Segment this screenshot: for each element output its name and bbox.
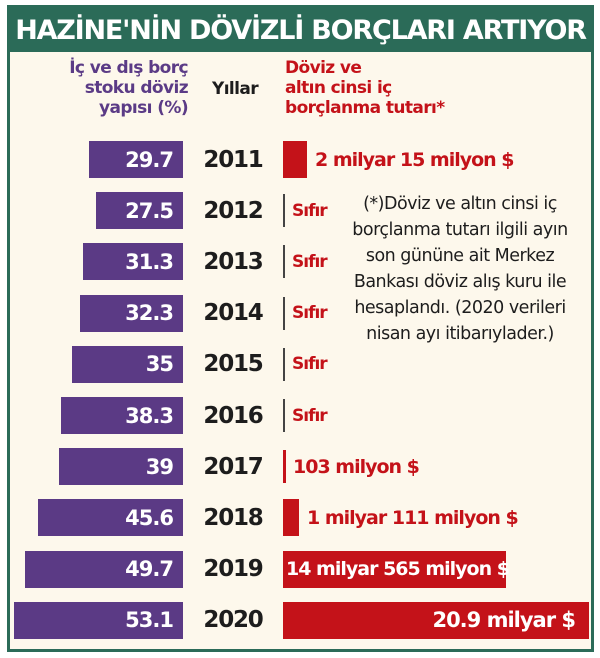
zero-axis-line (283, 399, 285, 432)
amount-bar (283, 499, 299, 537)
zero-axis-line (283, 245, 285, 279)
percent-bar: 49.7 (24, 550, 183, 588)
table-row: 29.7 2011 2 milyar 15 milyon $ (10, 141, 591, 178)
percent-bar: 27.5 (95, 192, 183, 230)
amount-label: Sıfır (292, 303, 328, 324)
zero-axis-line (283, 296, 285, 330)
year-label: 2011 (203, 146, 263, 173)
percent-bar: 35 (71, 345, 183, 383)
amount-bar (283, 601, 589, 639)
table-row: 45.6 2018 1 milyar 111 milyon $ (10, 499, 591, 537)
year-label: 2013 (203, 248, 263, 275)
year-label: 2018 (203, 504, 263, 531)
amount-label: 14 milyar 565 milyon $ (286, 558, 510, 581)
right-header-line: Döviz ve (285, 58, 362, 78)
year-label: 2015 (203, 351, 263, 378)
left-header-line: yapısı (%) (99, 98, 189, 118)
table-row: 53.1 2020 20.9 milyar $ (10, 601, 591, 639)
years-column-header: Yıllar (212, 79, 259, 99)
right-header-line: altın cinsi iç (285, 78, 392, 98)
percent-bar: 45.6 (38, 499, 183, 537)
amount-label: 1 milyar 111 milyon $ (307, 506, 519, 529)
percent-bar: 31.3 (83, 243, 183, 281)
left-header-line: stoku döviz (84, 78, 189, 98)
year-label: 2017 (203, 453, 263, 480)
table-row: 32.3 2014 Sıfır (10, 294, 591, 332)
year-label: 2020 (203, 607, 263, 634)
amount-label: Sıfır (292, 251, 328, 272)
amount-bar (283, 141, 307, 178)
right-header-line: borçlanma tutarı* (285, 98, 445, 118)
percent-bar: 53.1 (14, 601, 183, 639)
year-label: 2012 (203, 197, 263, 224)
amount-label: 20.9 milyar $ (432, 608, 576, 633)
left-column-header: İç ve dış borç stoku döviz yapısı (%) (10, 58, 188, 118)
percent-bar: 29.7 (88, 141, 183, 178)
infographic-frame: HAZİNE'NİN DÖVİZLİ BORÇLARI ARTIYOR İç v… (7, 5, 594, 652)
amount-label: 2 milyar 15 milyon $ (315, 148, 515, 171)
chart-title: HAZİNE'NİN DÖVİZLİ BORÇLARI ARTIYOR (10, 8, 591, 52)
right-column-header: Döviz ve altın cinsi iç borçlanma tutarı… (285, 58, 445, 118)
footnote-text: (*)Döviz ve altın cinsi iç borçlanma tut… (352, 194, 568, 344)
table-row: 35 2015 Sıfır (10, 345, 591, 383)
percent-bar: 39 (58, 448, 183, 486)
left-header-line: İç ve dış borç (69, 58, 188, 78)
year-label: 2019 (203, 556, 263, 583)
amount-label: Sıfır (292, 354, 328, 375)
table-row: 27.5 2012 Sıfır (10, 192, 591, 230)
amount-label: 103 milyon $ (293, 455, 420, 478)
footnote: (*)Döviz ve altın cinsi iç borçlanma tut… (345, 191, 575, 347)
zero-axis-line (283, 194, 285, 228)
table-row: 39 2017 103 milyon $ (10, 448, 591, 486)
percent-bar: 38.3 (61, 397, 183, 434)
table-row: 31.3 2013 Sıfır (10, 243, 591, 281)
amount-bar (283, 550, 506, 588)
year-label: 2016 (203, 402, 263, 429)
amount-bar (283, 450, 286, 484)
year-label: 2014 (203, 300, 263, 327)
amount-label: Sıfır (292, 200, 328, 221)
percent-bar: 32.3 (80, 294, 183, 332)
table-row: 49.7 2019 14 milyar 565 milyon $ (10, 550, 591, 588)
amount-label: Sıfır (292, 405, 328, 426)
table-row: 38.3 2016 Sıfır (10, 397, 591, 434)
zero-axis-line (283, 347, 285, 381)
